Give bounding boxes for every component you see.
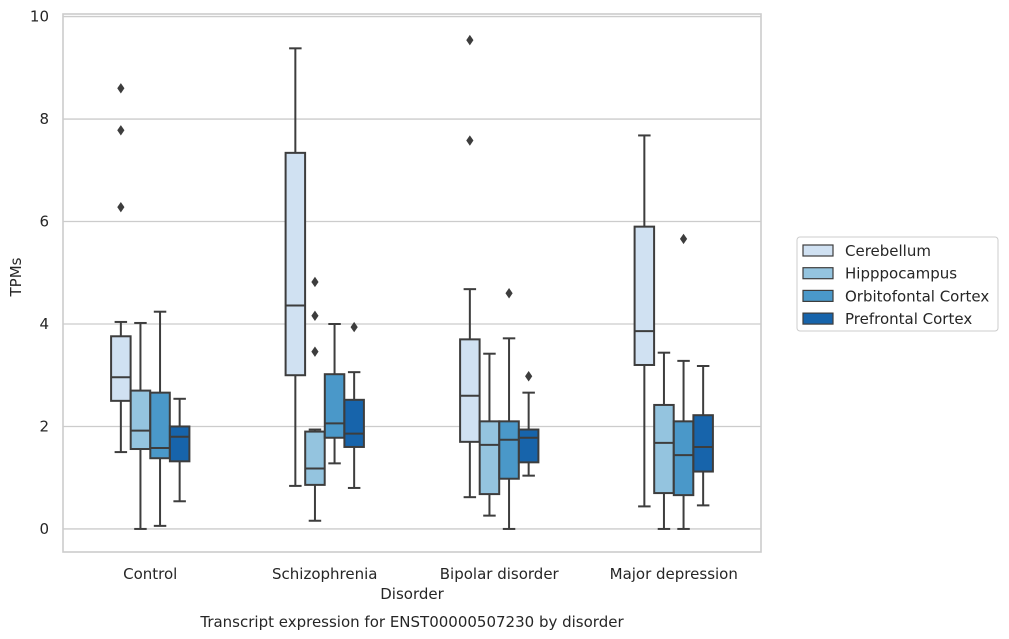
box-body: [633, 225, 656, 366]
box: [517, 371, 540, 477]
box-body: [168, 425, 191, 463]
legend-swatch: [802, 289, 834, 302]
y-tick-label: 4: [39, 315, 49, 333]
legend-item: Hipppocampus: [802, 265, 957, 283]
legend-swatch: [802, 267, 834, 280]
box: [284, 47, 307, 487]
y-axis-ticks: 0 2 4 6 8 10: [30, 8, 49, 538]
box: [692, 365, 714, 507]
box: [149, 310, 171, 527]
x-axis-ticks: Control Schizophrenia Bipolar disorder Majo…: [123, 565, 738, 583]
x-tick-label: Major depression: [610, 565, 738, 583]
outlier-point: [117, 201, 125, 213]
outlier-point: [350, 321, 358, 333]
box: [323, 322, 346, 465]
box: [304, 276, 326, 522]
outlier-point: [466, 34, 474, 46]
y-tick-label: 10: [30, 8, 49, 26]
y-tick-label: 2: [39, 417, 49, 435]
box-body: [517, 428, 540, 464]
legend-label: Hipppocampus: [845, 265, 957, 283]
outlier-point: [117, 125, 125, 136]
box-body: [478, 420, 501, 496]
plot-area-frame: [62, 13, 762, 553]
outlier-point: [679, 233, 688, 245]
legend-item: Orbitofontal Cortex: [802, 287, 989, 305]
y-tick-label: 6: [39, 213, 49, 231]
box: [129, 321, 152, 530]
box-body: [284, 151, 307, 377]
y-axis-title: TPMs: [7, 257, 25, 297]
legend-swatch: [802, 244, 834, 257]
outlier-point: [525, 371, 533, 382]
box-body: [498, 420, 520, 480]
box-body: [110, 335, 132, 402]
box: [343, 321, 365, 489]
box: [672, 233, 695, 530]
y-tick-label: 8: [39, 110, 49, 128]
box-body: [459, 338, 481, 443]
outlier-point: [311, 310, 319, 321]
box-body: [323, 373, 346, 439]
legend-label: Cerebellum: [845, 242, 931, 260]
y-tick-label: 0: [39, 520, 49, 538]
box-body: [692, 414, 714, 473]
legend-item: Prefrontal Cortex: [802, 310, 972, 328]
box-body: [304, 430, 326, 486]
legend: Cerebellum Hipppocampus Orbitofontal Corte…: [796, 236, 999, 332]
legend-label: Prefrontal Cortex: [845, 310, 972, 328]
box-body: [129, 389, 152, 451]
x-tick-label: Schizophrenia: [272, 565, 377, 583]
outlier-point: [466, 135, 474, 146]
box-body: [343, 398, 365, 448]
box-body: [653, 403, 675, 495]
chart-caption: Transcript expression for ENST0000050723…: [199, 613, 624, 631]
box: [498, 288, 520, 530]
box-body: [149, 391, 171, 460]
outlier-point: [117, 83, 125, 94]
box: [633, 134, 656, 508]
box-body: [672, 420, 695, 497]
x-tick-label: Control: [123, 565, 177, 583]
outlier-point: [505, 288, 513, 299]
box: [459, 34, 481, 499]
legend-swatch: [802, 312, 834, 325]
box: [168, 397, 191, 503]
legend-label: Orbitofontal Cortex: [845, 287, 989, 305]
legend-frame: [796, 236, 999, 332]
box: [110, 83, 132, 454]
outlier-point: [311, 346, 319, 357]
x-tick-label: Bipolar disorder: [440, 565, 560, 583]
outlier-point: [311, 276, 319, 288]
legend-item: Cerebellum: [802, 242, 931, 260]
box-series-layer: [110, 34, 714, 530]
x-axis-title: Disorder: [380, 585, 444, 603]
box: [653, 351, 675, 530]
box: [478, 352, 501, 517]
